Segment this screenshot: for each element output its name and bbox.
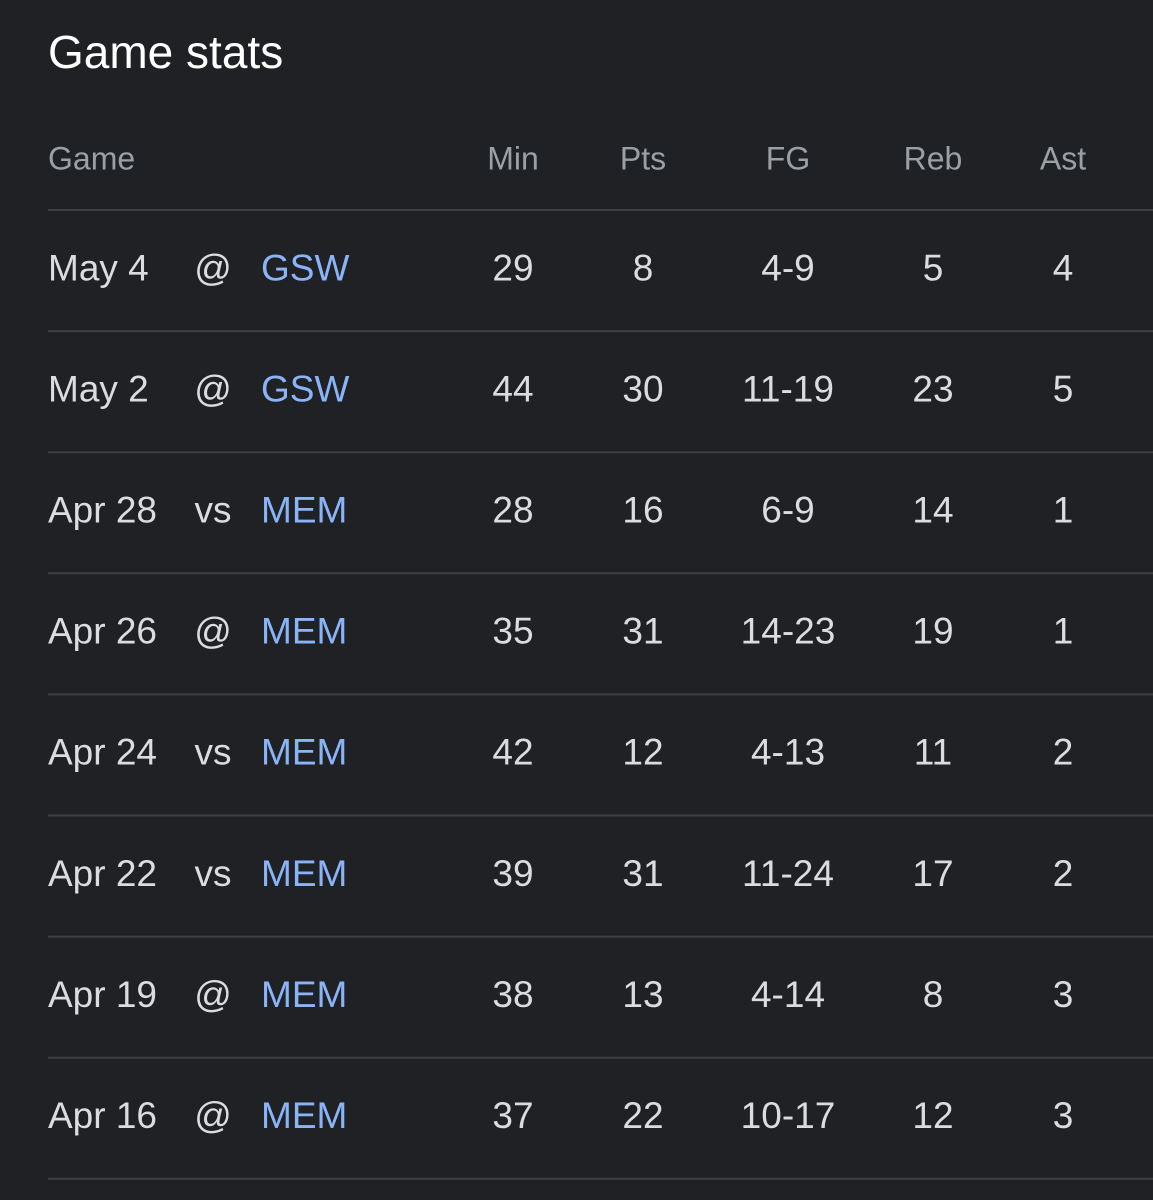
minutes: 38	[492, 974, 533, 1015]
opponent[interactable]: MEM	[261, 853, 347, 894]
opponent[interactable]: MEM	[261, 1095, 347, 1136]
game-date: Apr 22	[48, 853, 157, 894]
rebounds: 8	[923, 974, 944, 1015]
column-header: Game	[48, 140, 135, 176]
assists: 5	[1053, 368, 1074, 409]
minutes: 29	[492, 247, 533, 288]
rebounds: 12	[912, 1095, 953, 1136]
opponent[interactable]: MEM	[261, 974, 347, 1015]
points: 12	[622, 732, 663, 773]
field-goals: 10-17	[741, 1095, 836, 1136]
game-date: Apr 24	[48, 732, 157, 773]
opponent[interactable]: MEM	[261, 611, 347, 652]
assists: 3	[1053, 1095, 1074, 1136]
assists: 4	[1053, 247, 1074, 288]
assists: 3	[1053, 974, 1074, 1015]
rebounds: 23	[912, 368, 953, 409]
column-header: FG	[766, 140, 810, 176]
minutes: 28	[492, 490, 533, 531]
game-date: May 4	[48, 247, 149, 288]
title: Game stats	[48, 26, 283, 78]
field-goals: 4-13	[751, 732, 825, 773]
rebounds: 5	[923, 247, 944, 288]
game-date: Apr 28	[48, 490, 157, 531]
column-header: Min	[487, 140, 539, 176]
assists: 1	[1053, 490, 1074, 531]
opponent[interactable]: MEM	[261, 732, 347, 773]
home-away: @	[194, 247, 232, 288]
home-away: vs	[195, 853, 232, 894]
field-goals: 11-24	[742, 853, 834, 894]
rebounds: 19	[912, 611, 953, 652]
column-header: Reb	[904, 140, 963, 176]
opponent[interactable]: GSW	[261, 247, 349, 288]
rebounds: 17	[912, 853, 953, 894]
home-away: @	[194, 974, 232, 1015]
field-goals: 14-23	[741, 611, 836, 652]
minutes: 42	[492, 732, 533, 773]
minutes: 37	[492, 1095, 533, 1136]
game-date: Apr 26	[48, 611, 157, 652]
assists: 2	[1053, 732, 1074, 773]
points: 30	[622, 368, 663, 409]
assists: 1	[1053, 611, 1074, 652]
points: 22	[622, 1095, 663, 1136]
rebounds: 14	[912, 490, 953, 531]
points: 31	[622, 611, 663, 652]
minutes: 39	[492, 853, 533, 894]
opponent[interactable]: GSW	[261, 368, 349, 409]
opponent[interactable]: MEM	[261, 490, 347, 531]
field-goals: 6-9	[761, 490, 814, 531]
rebounds: 11	[914, 732, 952, 773]
points: 16	[622, 490, 663, 531]
home-away: vs	[195, 732, 232, 773]
field-goals: 11-19	[742, 368, 834, 409]
points: 8	[633, 247, 654, 288]
minutes: 44	[492, 368, 533, 409]
home-away: vs	[195, 490, 232, 531]
field-goals: 4-9	[761, 247, 814, 288]
game-date: Apr 19	[48, 974, 157, 1015]
home-away: @	[194, 368, 232, 409]
column-header: Ast	[1040, 140, 1086, 176]
home-away: @	[194, 611, 232, 652]
minutes: 35	[492, 611, 533, 652]
points: 31	[622, 853, 663, 894]
game-date: May 2	[48, 368, 149, 409]
column-header: Pts	[620, 140, 666, 176]
assists: 2	[1053, 853, 1074, 894]
points: 13	[622, 974, 663, 1015]
game-date: Apr 16	[48, 1095, 157, 1136]
field-goals: 4-14	[751, 974, 825, 1015]
home-away: @	[194, 1095, 232, 1136]
